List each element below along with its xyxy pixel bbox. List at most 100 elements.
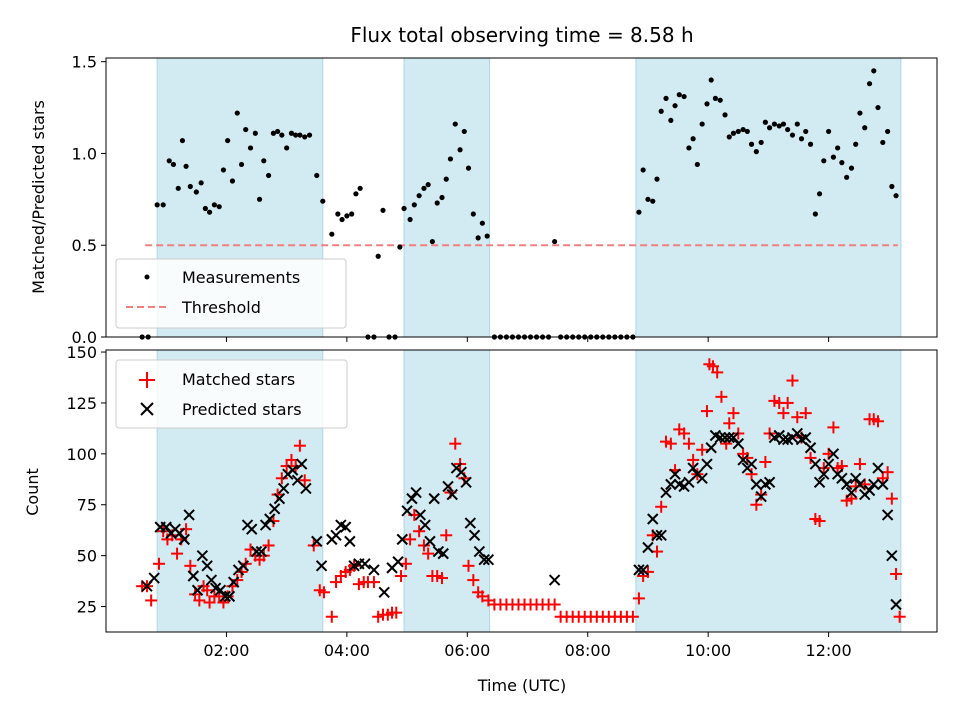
measurement-point [794, 121, 800, 127]
bottom-legend: Matched stars Predicted stars [115, 359, 348, 429]
measurement-point [465, 165, 472, 171]
predicted-star-point [464, 517, 477, 529]
matched-star-point [804, 451, 817, 464]
matched-star-point [781, 396, 794, 409]
predicted-star-point [227, 576, 240, 588]
predicted-star-point [315, 560, 328, 572]
measurement-point [288, 130, 295, 136]
predicted-star-point [687, 462, 699, 474]
measurement-point [344, 213, 350, 219]
top-y-tick-label: 0.0 [72, 328, 97, 347]
measurement-point [179, 137, 186, 144]
measurement-point [411, 202, 417, 208]
matched-star-point [404, 533, 417, 546]
matched-star-point [791, 411, 804, 424]
predicted-star-point [642, 541, 654, 554]
predicted-star-point [804, 442, 817, 454]
measurement-point [447, 156, 454, 162]
predicted-star-point [250, 545, 263, 558]
matched-star-point [655, 500, 668, 513]
measurement-point [862, 125, 868, 131]
predicted-star-point [259, 519, 272, 531]
predicted-star-point [840, 478, 853, 491]
predicted-star-point [818, 468, 830, 480]
bottom-x-tick-label: 02:00 [203, 641, 249, 660]
measurement-point [893, 193, 899, 199]
measurement-point [243, 126, 249, 133]
measurement-point [857, 110, 863, 116]
matched-star-point [325, 610, 338, 623]
bottom-y-tick-label: 50 [77, 547, 97, 566]
predicted-star-point [178, 533, 190, 546]
predicted-star-point [890, 598, 902, 611]
measurement-point [663, 95, 669, 101]
matched-star-point [849, 480, 862, 493]
top-y-tick-label: 1.5 [72, 53, 97, 72]
predicted-star-point [414, 509, 427, 521]
measurement-point [708, 77, 714, 83]
measurement-point [650, 198, 656, 204]
matched-star-point [632, 592, 645, 605]
measurement-point [758, 139, 764, 146]
matched-star-point [727, 407, 740, 420]
measurement-point [306, 132, 313, 138]
matched-star-point [467, 574, 480, 587]
measurement-point [429, 238, 435, 245]
predicted-star-point [460, 476, 472, 489]
matched-star-point [777, 407, 790, 420]
measurement-point [154, 202, 160, 208]
matched-star-point [711, 366, 724, 379]
measurement-point [803, 128, 809, 135]
matched-star-point [462, 559, 475, 572]
measurement-point [780, 121, 787, 127]
matched-star-point [395, 570, 408, 583]
matched-star-point [813, 515, 826, 528]
matched-star-point [145, 594, 158, 607]
measurement-point [686, 145, 692, 151]
matched-star-point [664, 437, 677, 450]
measurement-point [484, 233, 490, 239]
predicted-star-point [468, 529, 481, 541]
matched-star-point [285, 453, 298, 466]
matched-stars-points [136, 358, 906, 623]
measurement-point [270, 130, 277, 136]
measurement-point [225, 137, 231, 144]
legend-measurements-label: Measurements [182, 268, 300, 287]
ratio-panel: 0.0 0.5 1.0 1.5 Flux total observing time =… [29, 23, 938, 347]
predicted-star-point [755, 490, 767, 503]
bottom-x-ticks: 02:00 04:00 06:00 08:00 10:00 12:00 [203, 632, 852, 660]
predicted-star-point [813, 476, 826, 489]
matched-star-point [330, 576, 343, 589]
matched-star-point [885, 492, 898, 505]
measurement-point [275, 128, 281, 135]
matched-star-point [700, 405, 713, 418]
predicted-star-point [424, 535, 436, 548]
matched-star-point [275, 472, 288, 485]
predicted-star-point [548, 574, 561, 586]
observing-windows-top [156, 57, 902, 338]
predicted-star-point [339, 521, 352, 533]
matched-star-point [476, 590, 489, 603]
measurement-point [425, 182, 431, 188]
measurement-point [397, 244, 403, 250]
predicted-star-point [705, 442, 717, 454]
predicted-star-point [473, 545, 486, 558]
predicted-star-point [295, 458, 308, 470]
top-y-axis-label: Matched/Predicted stars [29, 100, 48, 294]
predicted-star-point [300, 482, 312, 495]
predicted-star-point [378, 586, 390, 599]
bottom-y-tick-label: 75 [77, 496, 97, 515]
measurement-point [690, 136, 696, 142]
measurement-point [712, 95, 719, 101]
matched-star-point [759, 455, 772, 468]
measurement-point [875, 104, 881, 111]
predicted-star-point [714, 431, 726, 444]
matched-star-point [367, 576, 380, 589]
predicted-star-point [223, 590, 236, 603]
predicted-star-point [237, 560, 250, 572]
measurement-point [401, 205, 407, 212]
measurement-point [353, 191, 359, 197]
measurement-point [726, 134, 732, 140]
measurement-point [284, 145, 290, 151]
